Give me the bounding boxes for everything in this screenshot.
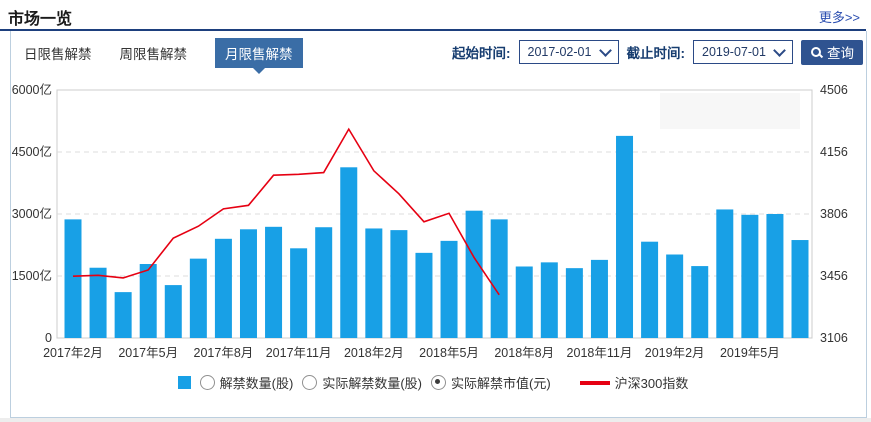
bar[interactable] bbox=[189, 258, 207, 338]
bar[interactable] bbox=[766, 214, 784, 338]
end-date-select[interactable]: 2019-07-01 bbox=[693, 40, 793, 64]
tab-daily-unlock[interactable]: 日限售解禁 bbox=[24, 47, 92, 62]
bar[interactable] bbox=[415, 252, 433, 338]
start-date-value: 2017-02-01 bbox=[527, 45, 592, 59]
radio-label: 实际解禁市值(元) bbox=[450, 376, 551, 391]
csi300-index-legend: 沪深300指数 bbox=[560, 373, 689, 392]
radio-actual-unlock-value[interactable]: 实际解禁市值(元) bbox=[430, 373, 551, 392]
y-axis-label-right: 3806 bbox=[820, 207, 848, 221]
tab-pointer-icon bbox=[252, 68, 265, 74]
end-date-label: 截止时间: bbox=[626, 46, 686, 61]
x-axis-label: 2018年2月 bbox=[344, 346, 404, 360]
bar[interactable] bbox=[465, 210, 483, 338]
x-axis-label: 2017年11月 bbox=[266, 346, 332, 360]
bar[interactable] bbox=[716, 209, 734, 338]
x-axis-label: 2017年8月 bbox=[194, 346, 254, 360]
search-icon bbox=[810, 46, 823, 59]
bar[interactable] bbox=[64, 219, 82, 338]
tab-monthly-unlock[interactable]: 月限售解禁 bbox=[215, 38, 303, 74]
radio-label: 解禁数量(股) bbox=[219, 376, 294, 391]
bar[interactable] bbox=[390, 230, 408, 338]
bar[interactable] bbox=[214, 238, 232, 338]
page-title: 市场一览 bbox=[8, 11, 73, 28]
x-axis-label: 2018年11月 bbox=[567, 346, 633, 360]
more-link[interactable]: 更多>> bbox=[818, 10, 860, 25]
header: 市场一览 更多>> bbox=[0, 0, 866, 31]
radio-icon[interactable] bbox=[430, 375, 446, 390]
y-axis-label-right: 4506 bbox=[820, 83, 848, 97]
x-axis-label: 2017年5月 bbox=[118, 346, 178, 360]
bar[interactable] bbox=[641, 241, 659, 338]
bar[interactable] bbox=[315, 227, 333, 338]
radio-icon[interactable] bbox=[199, 375, 215, 390]
bar[interactable] bbox=[791, 240, 809, 338]
bar[interactable] bbox=[666, 254, 684, 338]
start-date-select[interactable]: 2017-02-01 bbox=[518, 40, 619, 64]
bar[interactable] bbox=[616, 135, 634, 338]
tab-weekly-unlock[interactable]: 周限售解禁 bbox=[119, 47, 188, 62]
tabs: 日限售解禁 周限售解禁 月限售解禁 bbox=[24, 38, 303, 74]
bar[interactable] bbox=[365, 228, 383, 338]
radio-icon[interactable] bbox=[302, 375, 318, 390]
bottom-edge bbox=[0, 418, 871, 422]
bar[interactable] bbox=[691, 266, 709, 338]
x-axis-label: 2018年5月 bbox=[419, 346, 479, 360]
bar[interactable] bbox=[114, 292, 132, 338]
end-date-value: 2019-07-01 bbox=[702, 45, 766, 59]
bar-swatch-icon bbox=[177, 376, 191, 389]
bar[interactable] bbox=[239, 229, 257, 338]
bar[interactable] bbox=[540, 262, 558, 338]
y-axis-label-right: 3456 bbox=[820, 269, 848, 283]
x-axis-label: 2017年2月 bbox=[43, 346, 103, 360]
y-axis-label-right: 3106 bbox=[820, 331, 848, 345]
bar[interactable] bbox=[741, 214, 759, 338]
radio-unlock-count[interactable]: 解禁数量(股) bbox=[199, 373, 294, 392]
bar[interactable] bbox=[590, 259, 608, 338]
search-button-label: 查询 bbox=[827, 46, 854, 61]
bar[interactable] bbox=[164, 285, 182, 338]
y-axis-label-left: 1500亿 bbox=[12, 268, 52, 283]
bar[interactable] bbox=[340, 167, 358, 338]
bar[interactable] bbox=[265, 226, 283, 338]
y-axis-label-left: 0 bbox=[45, 331, 52, 345]
chart-legend: 解禁数量(股) 实际解禁数量(股) 实际解禁市值(元) 沪深300指数 bbox=[0, 373, 866, 392]
bar-series-swatch bbox=[177, 376, 191, 389]
bar[interactable] bbox=[290, 248, 308, 338]
bar[interactable] bbox=[565, 268, 583, 338]
y-axis-label-right: 4156 bbox=[820, 145, 848, 159]
bar[interactable] bbox=[89, 267, 107, 338]
bar[interactable] bbox=[515, 266, 533, 338]
bar[interactable] bbox=[139, 264, 157, 338]
radio-actual-unlock-count[interactable]: 实际解禁数量(股) bbox=[302, 373, 422, 392]
line-swatch-icon bbox=[579, 380, 610, 385]
y-axis-label-left: 6000亿 bbox=[12, 82, 52, 97]
start-date-label: 起始时间: bbox=[452, 46, 511, 61]
line-legend-label: 沪深300指数 bbox=[614, 376, 689, 391]
csi300-index-line bbox=[72, 127, 500, 296]
x-axis-label: 2019年5月 bbox=[720, 346, 780, 360]
tooltip-artifact bbox=[660, 93, 800, 129]
search-button[interactable]: 查询 bbox=[801, 39, 863, 65]
date-filters: 起始时间: 2017-02-01 截止时间: 2019-07-01 查询 bbox=[452, 39, 863, 65]
x-axis-label: 2019年2月 bbox=[645, 346, 705, 360]
y-axis-label-left: 4500亿 bbox=[12, 144, 52, 159]
x-axis-label: 2018年8月 bbox=[494, 346, 554, 360]
bar[interactable] bbox=[440, 240, 458, 338]
y-axis-label-left: 3000亿 bbox=[12, 206, 52, 221]
radio-label: 实际解禁数量(股) bbox=[322, 376, 422, 391]
bar[interactable] bbox=[490, 219, 508, 338]
